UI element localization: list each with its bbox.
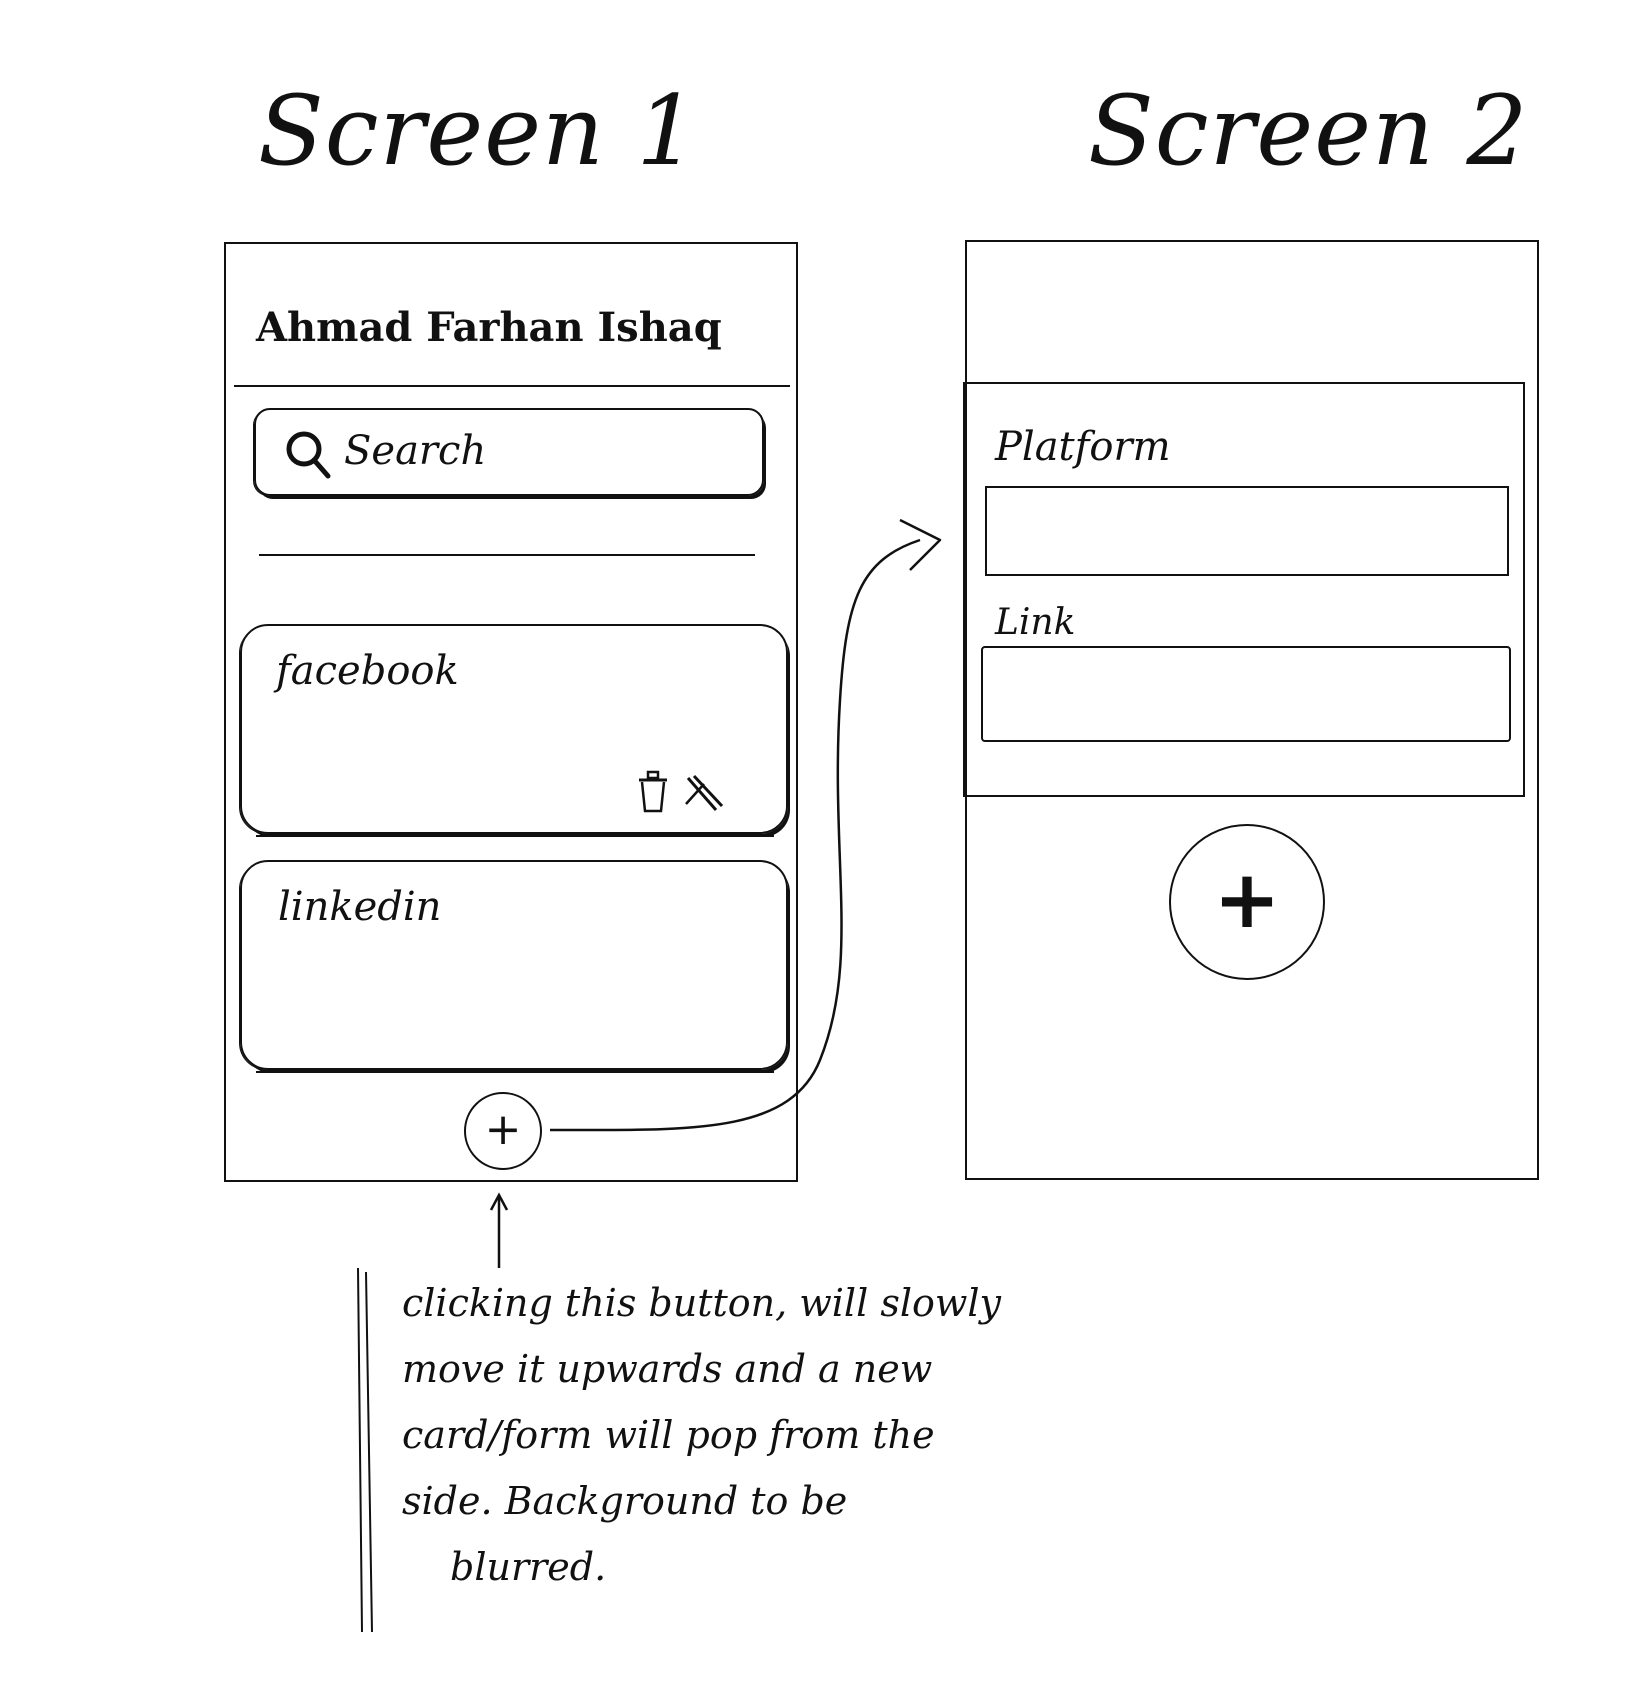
link-input[interactable] — [981, 646, 1511, 742]
annotation-line: blurred. — [450, 1545, 607, 1589]
card-facebook[interactable]: facebook — [240, 624, 788, 834]
card-linkedin-underline — [256, 1071, 774, 1073]
annotation-line: clicking this button, will slowly — [402, 1281, 1002, 1325]
annotation-note: clicking this button, will slowly move i… — [402, 1270, 1042, 1600]
search-divider — [259, 554, 755, 556]
add-button-large-symbol: + — [1213, 853, 1281, 946]
user-name-header: Ahmad Farhan Ishaq — [256, 304, 722, 351]
link-label: Link — [995, 602, 1076, 643]
annotation-line: side. Background to be — [402, 1479, 848, 1523]
annotation-line: move it upwards and a new — [402, 1347, 933, 1391]
card-linkedin-label: linkedin — [278, 884, 442, 930]
card-facebook-label: facebook — [276, 648, 459, 694]
search-bar[interactable]: Search — [254, 408, 764, 496]
form-panel: Platform Link — [963, 382, 1525, 797]
header-divider — [234, 385, 790, 387]
card-linkedin[interactable]: linkedin — [240, 860, 788, 1070]
annotation-line: card/form will pop from the — [402, 1413, 935, 1457]
search-icon — [286, 431, 331, 479]
trash-icon[interactable] — [636, 770, 670, 814]
platform-label: Platform — [995, 424, 1171, 470]
screen1-title: Screen 1 — [258, 75, 699, 187]
screen1-frame: Ahmad Farhan Ishaq Search facebook linke… — [224, 242, 798, 1182]
add-button-large[interactable]: + — [1169, 824, 1325, 980]
edit-icon[interactable] — [682, 774, 726, 814]
platform-input[interactable] — [985, 486, 1509, 576]
add-button[interactable]: + — [464, 1092, 542, 1170]
search-placeholder: Search — [344, 428, 487, 474]
screen2-frame: Platform Link + — [963, 240, 1539, 1180]
screen2-title: Screen 2 — [1088, 75, 1529, 187]
card-facebook-underline — [256, 835, 774, 837]
add-button-symbol: + — [484, 1104, 522, 1155]
